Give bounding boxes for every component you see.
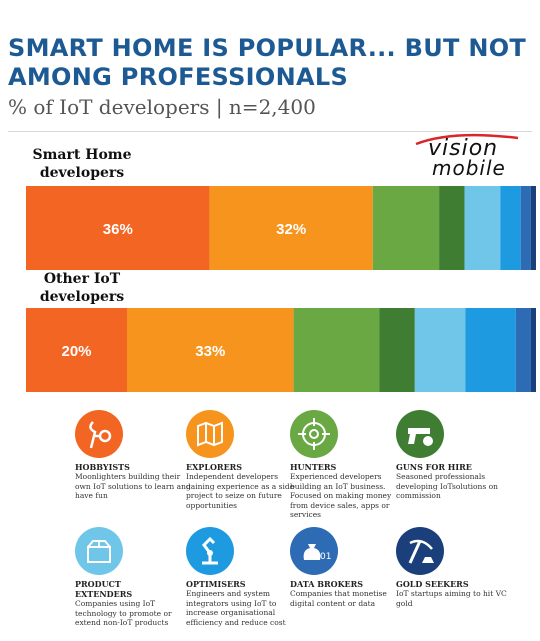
bar-segment-explorers xyxy=(209,186,373,270)
persona-name: Product Extenders xyxy=(75,579,133,599)
box-icon xyxy=(75,527,123,575)
group-label-line: Other IoT xyxy=(43,271,121,287)
bar-segment-optimisers xyxy=(500,186,521,270)
bar-segment-hunters xyxy=(293,308,380,392)
money-bag-binary-icon: 01 xyxy=(290,527,338,575)
bar-segment-guns-for-hire xyxy=(379,308,415,392)
group-label-line: Smart Home xyxy=(32,147,132,163)
svg-text:01: 01 xyxy=(320,552,331,562)
bar-segment-data-brokers xyxy=(515,308,531,392)
group-label-other-iot: Other IoT developers xyxy=(22,270,142,306)
data-label: 20% xyxy=(61,343,91,360)
chart-subtitle: % of IoT developers | n=2,400 xyxy=(8,95,316,119)
persona-name: Data brokers xyxy=(290,579,364,589)
bar-segment-product-extenders xyxy=(414,308,466,392)
persona-name: Hobbyists xyxy=(75,462,130,472)
persona-description: Engineers and system integrators using I… xyxy=(186,589,286,627)
title-divider xyxy=(8,131,532,132)
logo-text-vision: vision xyxy=(428,136,499,161)
group-label-line: developers xyxy=(39,289,125,305)
logo-swoosh xyxy=(415,133,519,146)
data-label: 36% xyxy=(103,221,133,238)
bar-segment-explorers xyxy=(126,308,294,392)
gun-money-icon xyxy=(396,410,444,458)
persona-name: Hunters xyxy=(290,462,337,472)
persona-name: Optimisers xyxy=(186,579,246,589)
map-icon xyxy=(186,410,234,458)
persona-description: Seasoned professionals developing IoTsol… xyxy=(396,472,498,500)
group-label-line: developers xyxy=(39,165,125,181)
bar-segment-guns-for-hire xyxy=(439,186,465,270)
chart-title: SMART HOME IS POPULAR... BUT NOT AMONG P… xyxy=(8,34,527,91)
persona-name: Explorers xyxy=(186,462,243,472)
bar-segment-gold-seekers xyxy=(530,308,536,392)
persona-name: Gold seekers xyxy=(396,579,469,589)
tools-icon xyxy=(75,410,123,458)
persona-description: Experienced developers building an IoT b… xyxy=(290,472,392,519)
bar-segment-data-brokers xyxy=(520,186,531,270)
stacked-bar-chart: 36% 32% 20% 33% xyxy=(26,186,536,392)
data-label: 33% xyxy=(195,343,225,360)
bar-segment-optimisers xyxy=(465,308,516,392)
bar-segment-gold-seekers xyxy=(530,186,536,270)
bar-segment-hunters xyxy=(372,186,440,270)
bar-segment-hobbyists xyxy=(26,186,210,270)
persona-description: IoT startups aiming to hit VC gold xyxy=(396,589,507,608)
group-label-smart-home: Smart Home developers xyxy=(22,146,142,182)
bar-segment-product-extenders xyxy=(464,186,501,270)
persona-description: Companies that monetise digital content … xyxy=(290,589,387,608)
persona-description: Companies using IoT technology to promot… xyxy=(75,599,172,627)
logo-text-mobile: mobile xyxy=(432,156,506,180)
persona-description: Independent developers gaining experienc… xyxy=(186,472,295,510)
bar-segment-hobbyists xyxy=(26,308,127,392)
data-label: 32% xyxy=(276,221,306,238)
persona-description: Moonlighters building their own IoT solu… xyxy=(75,472,191,500)
pickaxe-icon xyxy=(396,527,444,575)
visionmobile-logo: vision mobile xyxy=(410,132,528,180)
crosshair-icon xyxy=(290,410,338,458)
persona-name: Guns for hire xyxy=(396,462,472,472)
robot-arm-icon xyxy=(186,527,234,575)
